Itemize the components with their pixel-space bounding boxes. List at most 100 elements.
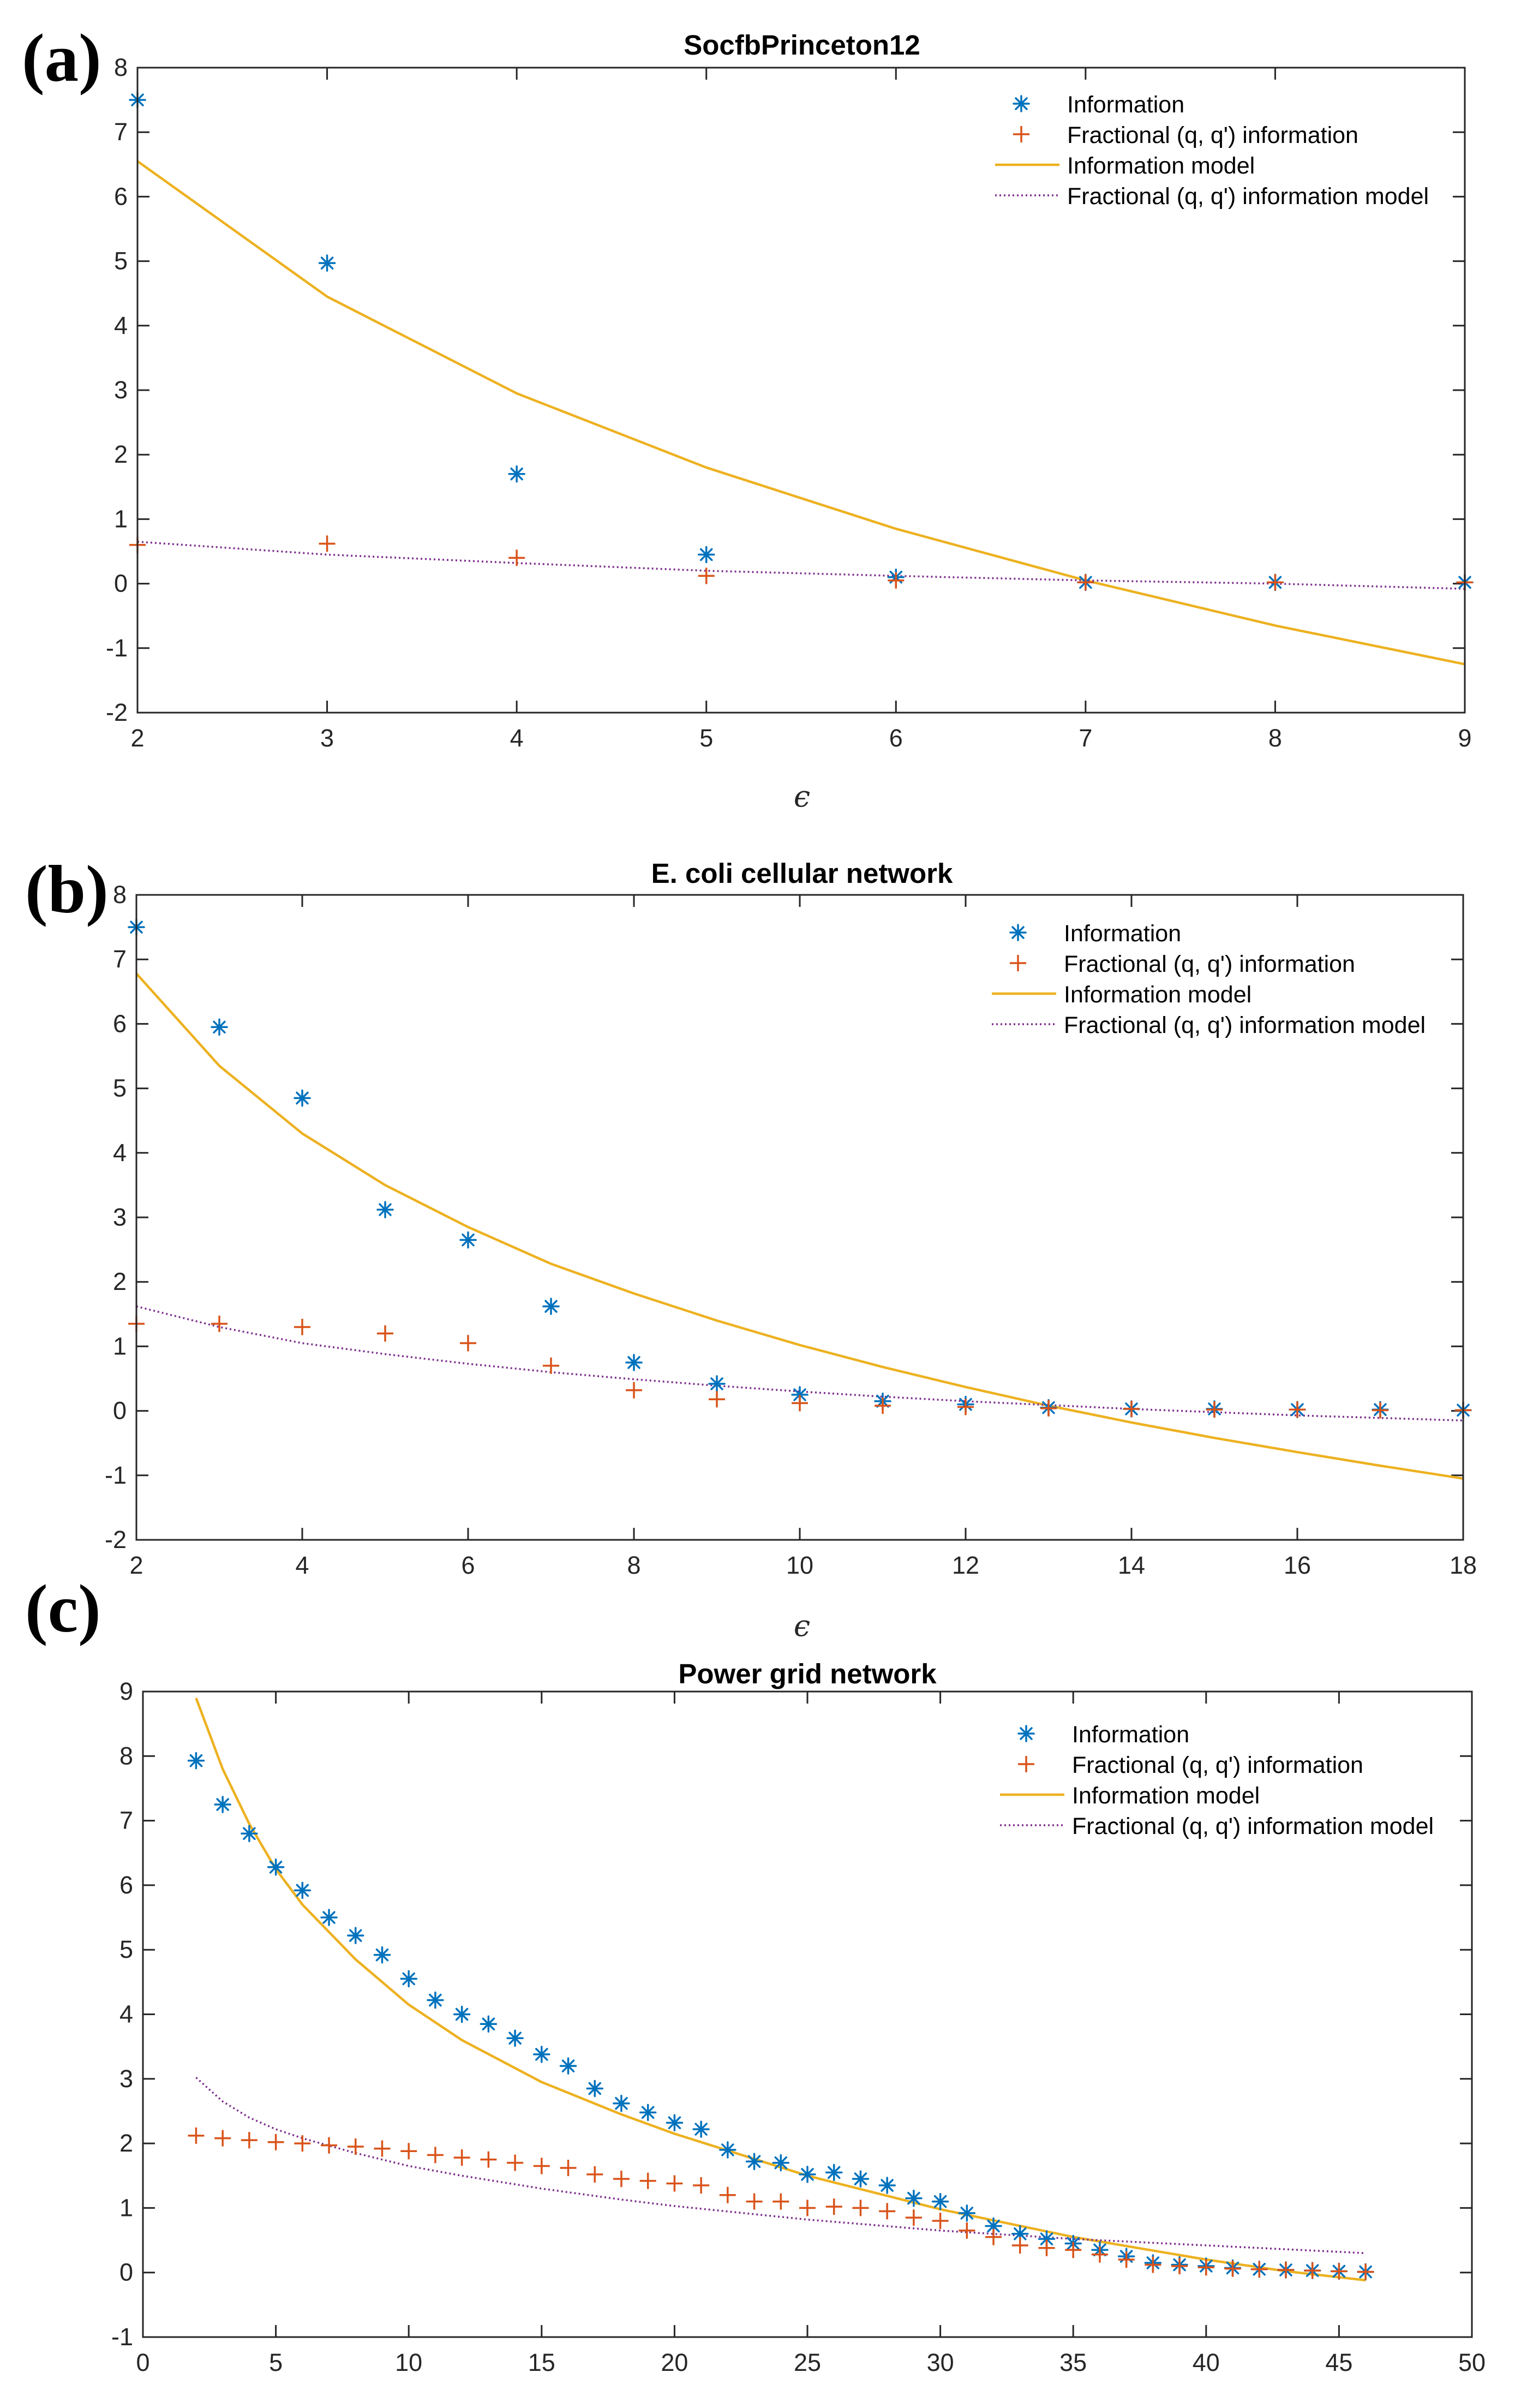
fractional-point <box>639 2172 656 2189</box>
x-axis: 2 3 4 5 6 7 8 9 <box>130 68 1472 752</box>
legend-symbol-fractional <box>1013 126 1029 142</box>
fractional-point <box>626 1382 642 1399</box>
fractional-point <box>214 2130 231 2147</box>
information-point <box>318 254 336 272</box>
fractional-point <box>746 2193 763 2210</box>
y-tick-label: 4 <box>113 1139 127 1167</box>
information-point <box>825 2164 843 2182</box>
plot-area <box>187 1698 1374 2282</box>
x-tick-label: 16 <box>1284 1551 1311 1579</box>
y-tick-label: 2 <box>113 1268 127 1295</box>
information-point <box>719 2141 736 2159</box>
fractional-point <box>1171 2257 1188 2274</box>
fractional-point <box>427 2147 444 2164</box>
x-tick-label: 4 <box>510 724 524 752</box>
fractional-point <box>698 567 715 584</box>
y-tick-label: 5 <box>119 1935 133 1963</box>
fractional-point <box>1065 2242 1082 2258</box>
information-point <box>267 1859 285 1876</box>
fractional-point <box>666 2175 683 2192</box>
axes-frame <box>142 1690 1473 2338</box>
y-tick-label: 5 <box>114 247 128 275</box>
axes-box <box>142 1690 1473 2338</box>
fractional-point <box>1123 1401 1140 1418</box>
y-tick-label: 3 <box>113 1203 127 1231</box>
information-point <box>625 1354 643 1371</box>
y-tick-label: 1 <box>114 505 128 533</box>
x-tick-label: 15 <box>528 2349 555 2376</box>
x-axis-label: ϵ <box>794 779 810 814</box>
panel-label-a: (a) <box>22 21 101 96</box>
fractional-point <box>533 2158 550 2174</box>
fractional-point <box>985 2228 1002 2245</box>
y-tick-label: -1 <box>106 634 128 662</box>
y-tick-label: 3 <box>114 376 128 404</box>
fractional-point <box>875 1397 891 1414</box>
x-tick-label: 25 <box>794 2349 821 2376</box>
fractional-point <box>1289 1401 1306 1418</box>
x-tick-label: 8 <box>627 1551 640 1579</box>
information-point <box>708 1375 726 1393</box>
fractional-point <box>377 1325 393 1342</box>
fractional-point <box>1011 2237 1028 2254</box>
information-point <box>373 1946 391 1964</box>
information-point <box>542 1298 560 1315</box>
x-tick-label: 35 <box>1059 2349 1087 2376</box>
information-point <box>745 2153 763 2170</box>
legend-label-information-model: Information model <box>1067 153 1255 179</box>
legend-symbol-information <box>1013 95 1030 112</box>
information-point <box>214 1796 231 1813</box>
information-point <box>400 1970 417 1988</box>
fractional-point <box>719 2186 736 2203</box>
fractional-model-line <box>137 541 1465 590</box>
y-tick-label: 9 <box>119 1677 133 1705</box>
information-point <box>613 2095 630 2112</box>
chart-title: E. coli cellular network <box>651 858 953 889</box>
fractional-point <box>1331 2263 1348 2280</box>
fractional-point <box>241 2132 258 2149</box>
fractional-point <box>709 1391 725 1408</box>
fractional-point <box>1077 574 1094 591</box>
panel-label-b: (b) <box>25 852 109 928</box>
legend-asterisk-marker <box>1009 924 1027 941</box>
fractional-point <box>957 1399 974 1415</box>
axes-frame <box>136 67 1466 714</box>
fractional-point <box>1040 1400 1057 1417</box>
x-tick-label: 12 <box>952 1551 979 1579</box>
information-point <box>508 465 525 483</box>
y-tick-label: 8 <box>119 1742 133 1770</box>
legend: Information Fractional (q, q') informati… <box>1000 1722 1434 1839</box>
fractional-point <box>294 1318 310 1335</box>
x-tick-label: 9 <box>1458 724 1471 752</box>
y-axis: -2 -1 0 1 2 3 4 5 6 7 8 <box>105 881 1463 1553</box>
panel-a: (a) SocfbPrinceton12 -2 -1 0 1 2 3 4 5 6 7 8 2 3 4 5 6… <box>22 21 1474 814</box>
x-axis: 0 5 10 15 20 25 30 35 40 45 50 <box>136 1692 1486 2376</box>
y-tick-label: 8 <box>113 881 127 909</box>
fractional-point <box>1277 2261 1294 2278</box>
legend-label-information: Information <box>1064 921 1181 947</box>
x-tick-label: 14 <box>1118 1551 1145 1579</box>
information-point <box>320 1909 338 1926</box>
fractional-point <box>400 2143 417 2160</box>
x-tick-label: 30 <box>927 2349 954 2376</box>
information-point <box>692 2120 710 2138</box>
legend-label-fractional: Fractional (q, q') information <box>1072 1752 1363 1778</box>
fractional-point <box>347 2138 364 2155</box>
legend-symbol-information <box>1017 1725 1035 1742</box>
y-tick-label: 4 <box>119 2000 133 2028</box>
information-point <box>347 1927 364 1944</box>
information-point <box>639 2104 657 2122</box>
fractional-point <box>959 2222 975 2239</box>
x-tick-label: 0 <box>136 2349 149 2376</box>
x-axis-label: ϵ <box>794 1609 810 1643</box>
information-point <box>294 1881 312 1899</box>
y-tick-label: 3 <box>119 2065 133 2093</box>
y-tick-label: -1 <box>105 1461 127 1489</box>
information-model-line <box>135 972 1464 1480</box>
y-tick-label: 5 <box>113 1074 127 1102</box>
information-point <box>241 1825 258 1843</box>
information-point <box>905 2189 923 2207</box>
y-tick-label: 2 <box>114 440 128 468</box>
x-tick-label: 7 <box>1079 724 1092 752</box>
information-point <box>211 1018 228 1036</box>
